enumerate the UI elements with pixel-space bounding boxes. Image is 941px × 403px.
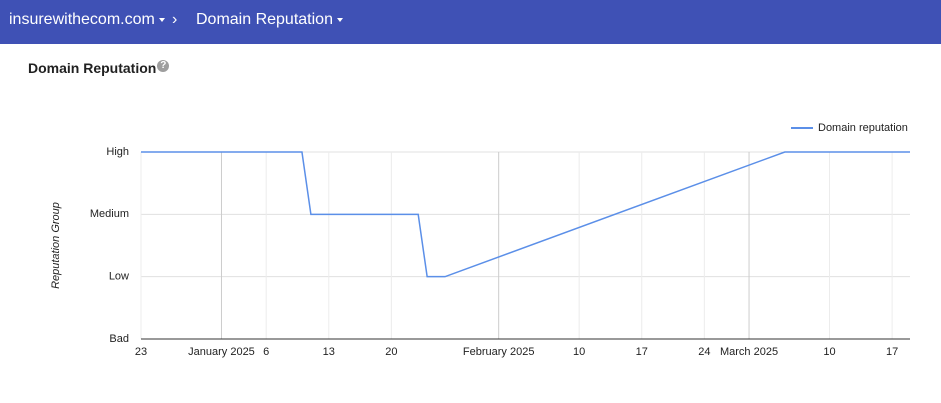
y-tick-label: Low [109,271,129,283]
page-name[interactable]: Domain Reputation [196,11,333,28]
help-icon[interactable]: ? [157,60,170,72]
y-tick-label: Bad [109,333,129,345]
y-tick-label: High [106,146,129,158]
x-tick-label: 24 [698,346,710,358]
x-tick-label: 23 [135,346,147,358]
x-tick-label: 6 [263,346,269,358]
y-axis-title: Reputation Group [50,202,62,289]
data-line [141,151,910,278]
x-tick-label: 10 [573,346,585,358]
x-tick-label: January 2025 [188,346,255,358]
card-title: Domain Reputation? [28,60,170,76]
chart-title: Domain Reputation [28,60,157,76]
y-tick-label: Medium [90,208,129,220]
x-tick-label: 10 [823,346,835,358]
x-tick-label: March 2025 [720,346,778,358]
legend-label: Domain reputation [818,122,908,134]
chart: Bad Low Medium High 23 January 2025 6 13 20 Febru… [50,122,910,358]
breadcrumb-separator: › [172,11,178,28]
domain-selector[interactable]: insurewithecom.com [9,11,165,29]
x-tick-label: February 2025 [463,346,535,358]
x-tick-label: 13 [323,346,335,358]
top-bar: insurewithecom.com › Domain Reputation [0,0,941,44]
x-tick-label: 20 [385,346,397,358]
domain[interactable]: insurewithecom.com [9,11,155,28]
page-selector[interactable]: Domain Reputation [196,11,343,29]
x-tick-label: 17 [886,346,898,358]
x-tick-label: 17 [636,346,648,358]
